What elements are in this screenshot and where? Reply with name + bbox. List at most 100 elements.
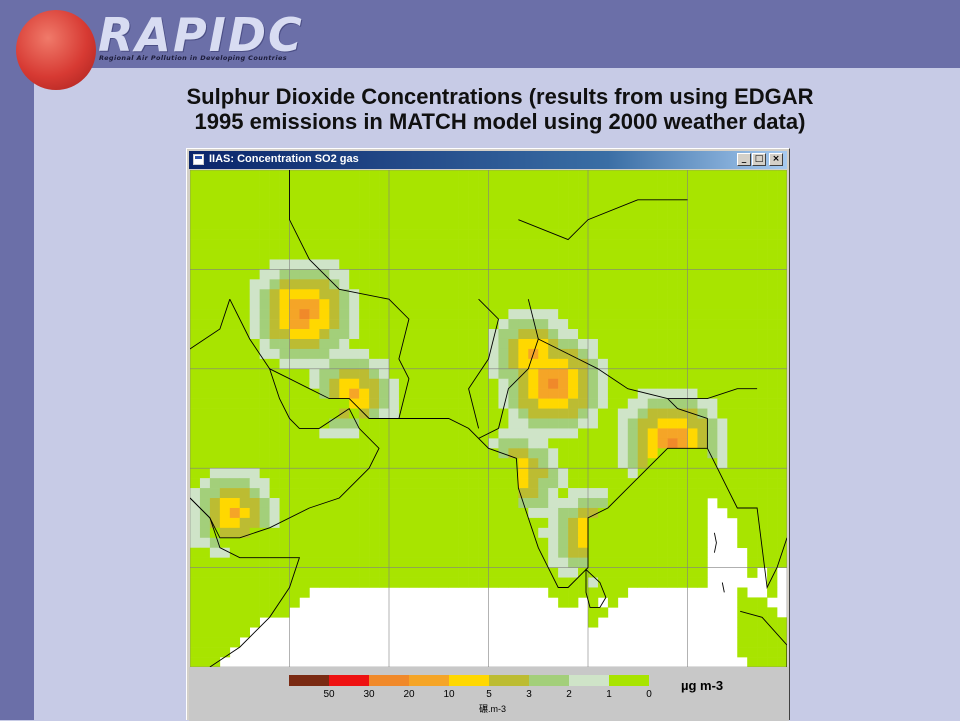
close-button[interactable]: ×: [769, 153, 783, 166]
map-cell: [379, 279, 390, 290]
map-cell: [428, 517, 440, 529]
map-cell: [558, 557, 569, 568]
map-cell: [478, 537, 489, 549]
map-cell: [528, 458, 539, 469]
map-cell: [757, 627, 768, 638]
window-titlebar[interactable]: IIAS: Concentration SO2 gas _ □ ×: [189, 151, 787, 169]
legend-swatch: [449, 675, 489, 686]
map-cell: [418, 368, 430, 380]
boundary-line: [518, 199, 688, 241]
map-cell: [229, 239, 241, 250]
map-cell: [757, 657, 768, 667]
minimize-button[interactable]: _: [737, 153, 751, 166]
map-cell: [538, 348, 549, 360]
map-cell: [369, 388, 380, 399]
map-cell: [747, 428, 758, 439]
map-cell: [209, 547, 221, 558]
map-cell: [548, 299, 559, 310]
map-cell: [777, 329, 787, 340]
map-cell: [319, 388, 330, 399]
map-cell: [359, 269, 370, 280]
map-cell: [239, 547, 250, 558]
map-cell: [219, 647, 231, 658]
map-cell: [757, 219, 768, 230]
map-cell: [647, 577, 658, 588]
map-cell: [249, 319, 260, 330]
map-cell: [528, 249, 539, 260]
map-cell: [309, 388, 320, 399]
map-cell: [428, 537, 440, 549]
map-cell: [249, 567, 260, 578]
map-cell: [588, 249, 599, 260]
map-cell: [657, 309, 668, 320]
map-cell: [369, 527, 380, 539]
map-cell: [518, 577, 529, 588]
map-cell: [767, 388, 778, 399]
map-cell: [588, 309, 599, 320]
map-cell: [548, 219, 559, 230]
map-cell: [389, 537, 400, 549]
map-cell: [518, 259, 529, 270]
map-cell: [269, 259, 280, 270]
map-cell: [578, 329, 589, 340]
map-cell: [777, 438, 787, 449]
map-cell: [279, 458, 290, 469]
map-cell: [190, 438, 201, 449]
map-cell: [339, 299, 350, 310]
map-cell: [617, 378, 629, 389]
map-cell: [279, 478, 290, 489]
map-cell: [428, 468, 440, 479]
map-cell: [468, 239, 479, 250]
map-cell: [508, 229, 519, 240]
map-cell: [588, 289, 599, 300]
map-cell: [319, 527, 330, 539]
map-cell: [219, 637, 231, 648]
map-cell: [389, 557, 400, 568]
map-cell: [617, 348, 629, 360]
map-cell: [657, 547, 668, 558]
map-cell: [637, 289, 648, 300]
map-cell: [488, 448, 499, 459]
map-cell: [349, 299, 360, 310]
boundary-line: [740, 610, 787, 667]
map-cell: [349, 249, 360, 260]
map-cell: [190, 378, 201, 389]
map-cell: [418, 259, 430, 270]
map-cell: [508, 209, 519, 220]
map-cell: [209, 607, 221, 618]
maximize-button[interactable]: □: [752, 153, 766, 166]
map-cell: [687, 348, 698, 360]
window-app-icon[interactable]: [193, 154, 204, 165]
map-cell: [319, 567, 330, 578]
map-cell: [438, 189, 449, 201]
map-cell: [488, 408, 499, 419]
concentration-map[interactable]: [190, 170, 787, 667]
map-cell: [269, 507, 280, 519]
map-cell: [458, 170, 469, 181]
map-cell: [757, 338, 768, 350]
map-cell: [528, 498, 539, 509]
map-cell: [249, 199, 260, 211]
map-cell: [657, 428, 668, 439]
map-cell: [677, 507, 688, 519]
map-cell: [667, 269, 678, 280]
map-cell: [458, 527, 469, 539]
map-cell: [637, 478, 648, 489]
map-cell: [588, 428, 599, 439]
map-cell: [637, 229, 648, 240]
map-cell: [677, 388, 688, 399]
map-cell: [757, 289, 768, 300]
map-cell: [269, 557, 280, 568]
map-cell: [428, 428, 440, 439]
map-cell: [458, 488, 469, 499]
map-cell: [767, 627, 778, 638]
map-cell: [588, 557, 599, 568]
map-cell: [309, 527, 320, 539]
map-cell: [518, 239, 529, 250]
map-cell: [657, 319, 668, 330]
map-cell: [428, 249, 440, 260]
map-cell: [707, 338, 718, 350]
map-cell: [199, 448, 211, 459]
map-cell: [259, 309, 270, 320]
map-cell: [478, 498, 489, 509]
